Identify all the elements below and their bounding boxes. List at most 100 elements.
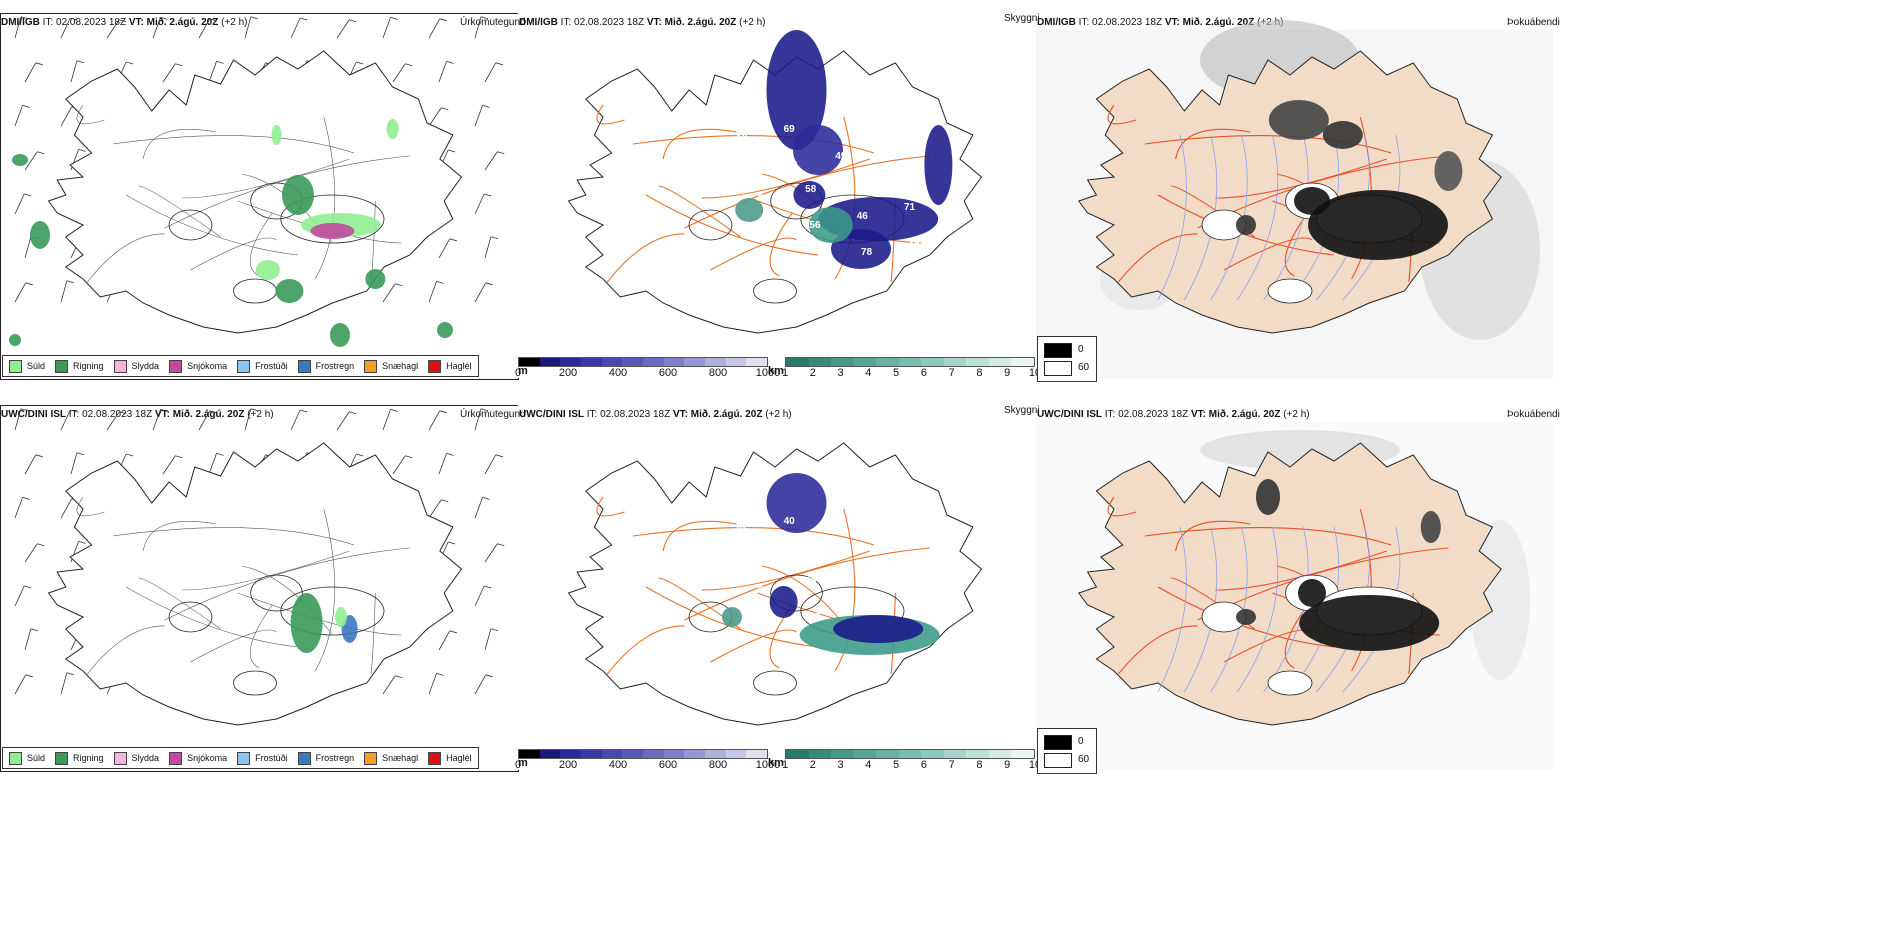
- swatch: [169, 751, 183, 765]
- wind-barb: [438, 238, 451, 259]
- wind-barb: [336, 19, 350, 39]
- legend-item-sudl: Súld: [9, 359, 45, 373]
- wind-barb: [106, 19, 120, 39]
- visibility-unit: km: [768, 365, 784, 377]
- road-line: [113, 527, 354, 546]
- wind-barb-flag: [250, 16, 258, 20]
- it-label: IT:: [68, 409, 80, 420]
- road-line: [190, 237, 277, 271]
- fog-white-label: 60: [1078, 754, 1090, 765]
- wind-barb: [14, 282, 27, 303]
- wind-barb: [208, 453, 217, 475]
- swatch: [9, 359, 22, 373]
- colorbar-cell: [539, 358, 561, 366]
- road-line: [606, 233, 685, 283]
- colorbar-cell: [943, 358, 967, 366]
- legend-label: Snæhagl: [382, 753, 419, 763]
- road-line: [1215, 158, 1387, 199]
- wind-barb: [198, 410, 211, 431]
- precip-area: [310, 223, 355, 239]
- wind-barb-flag: [70, 17, 78, 21]
- colorbar-tick: 9: [1004, 759, 1011, 771]
- visibility-bar: [785, 357, 1035, 367]
- wind-barb: [70, 60, 78, 83]
- fog-black-label: 0: [1078, 344, 1084, 355]
- precip-area: [9, 334, 21, 346]
- legend-item-snjokoma: Snjókoma: [169, 359, 227, 373]
- colorbar-tick: 400: [608, 759, 628, 771]
- wind-barb-flag: [480, 16, 488, 20]
- road-line: [1175, 520, 1251, 552]
- cloud-base-label: 71: [904, 202, 916, 213]
- title-vis-dmi: Skyggni: [1004, 13, 1040, 24]
- road-line: [87, 233, 165, 283]
- wind-barb: [60, 280, 68, 303]
- vt-label: VT: Mið. 2.ágú. 20Z: [1164, 17, 1255, 28]
- cloud-base-label: 73: [878, 498, 890, 509]
- model-label: DMI/IGB: [1, 17, 40, 28]
- swatch: [9, 751, 22, 765]
- vt-label: VT: Mið. 2.ágú. 20Z: [154, 409, 245, 420]
- header-vis-dmi: DMI/IGB IT: 02.08.2023 18Z VT: Mið. 2.ág…: [519, 17, 766, 28]
- wind-barb: [484, 454, 497, 475]
- colorbar-cell: [808, 750, 832, 758]
- colorbar-cell: [663, 358, 685, 366]
- legend-item-frostregn: Frostregn: [297, 359, 354, 373]
- it-value: 02.08.2023 18Z: [574, 17, 645, 28]
- legend-label: Rigning: [73, 361, 104, 371]
- road-line: [249, 212, 273, 277]
- swatch: [237, 359, 251, 373]
- legend-label: Snæhagl: [382, 361, 419, 371]
- legend-item-frostregn: Frostregn: [297, 751, 354, 765]
- wind-barb-flag: [390, 16, 398, 20]
- wind-barb-flag: [37, 543, 45, 547]
- wind-barb-flag: [209, 18, 217, 22]
- vt-label: VT: Mið. 2.ágú. 20Z: [128, 17, 219, 28]
- wind-barb-flag: [76, 452, 84, 456]
- wind-barb-flag: [490, 628, 498, 632]
- offset: (+2 h): [1283, 409, 1310, 420]
- road-line: [370, 592, 376, 675]
- fog-area: [1299, 595, 1440, 651]
- fog-white-swatch: [1044, 361, 1072, 376]
- cloud-base-label: 40: [784, 516, 796, 527]
- road-line: [125, 586, 299, 648]
- colorbar-cell: [1011, 750, 1035, 758]
- colorbar-cell: [725, 358, 747, 366]
- road-line: [314, 116, 336, 280]
- colorbar-tick: 9: [1004, 367, 1011, 379]
- visibility-bar: [785, 749, 1035, 759]
- swatch: [237, 751, 251, 765]
- fog-area: [1308, 190, 1448, 260]
- wind-barb-flag: [175, 63, 183, 67]
- wind-barb-flag: [490, 236, 498, 240]
- precip-area: [271, 125, 282, 145]
- precip-area: [330, 323, 350, 347]
- it-label: IT:: [560, 17, 572, 28]
- road-line: [76, 104, 105, 125]
- it-label: IT:: [1078, 17, 1090, 28]
- cloud-base-label: 76: [732, 489, 744, 500]
- road-line: [1117, 625, 1198, 675]
- cloud-base-label: 55: [857, 603, 869, 614]
- wind-barb: [106, 411, 120, 431]
- wind-barb: [474, 585, 485, 607]
- swatch: [428, 751, 442, 765]
- road-line: [710, 629, 797, 663]
- ceiling-bar: [518, 357, 768, 367]
- precip-area: [275, 279, 304, 303]
- colorbar-cell: [786, 358, 809, 366]
- colorbar-cell: [966, 750, 989, 758]
- wind-barb-flag: [216, 452, 224, 456]
- wind-barb-flag: [495, 454, 503, 458]
- road-line: [1284, 604, 1309, 669]
- ceiling-colorbar-dmi: 0 200 400 600 800 1000: [515, 357, 780, 379]
- road-line: [1215, 550, 1387, 591]
- wind-barb-flag: [24, 193, 32, 197]
- wind-barb: [290, 17, 301, 39]
- wind-barb-flag: [356, 453, 364, 457]
- wind-barb-flag: [439, 18, 447, 22]
- road-line: [237, 592, 402, 636]
- colorbar-cell: [876, 750, 899, 758]
- legend-item-slydda: Slydda: [113, 359, 159, 373]
